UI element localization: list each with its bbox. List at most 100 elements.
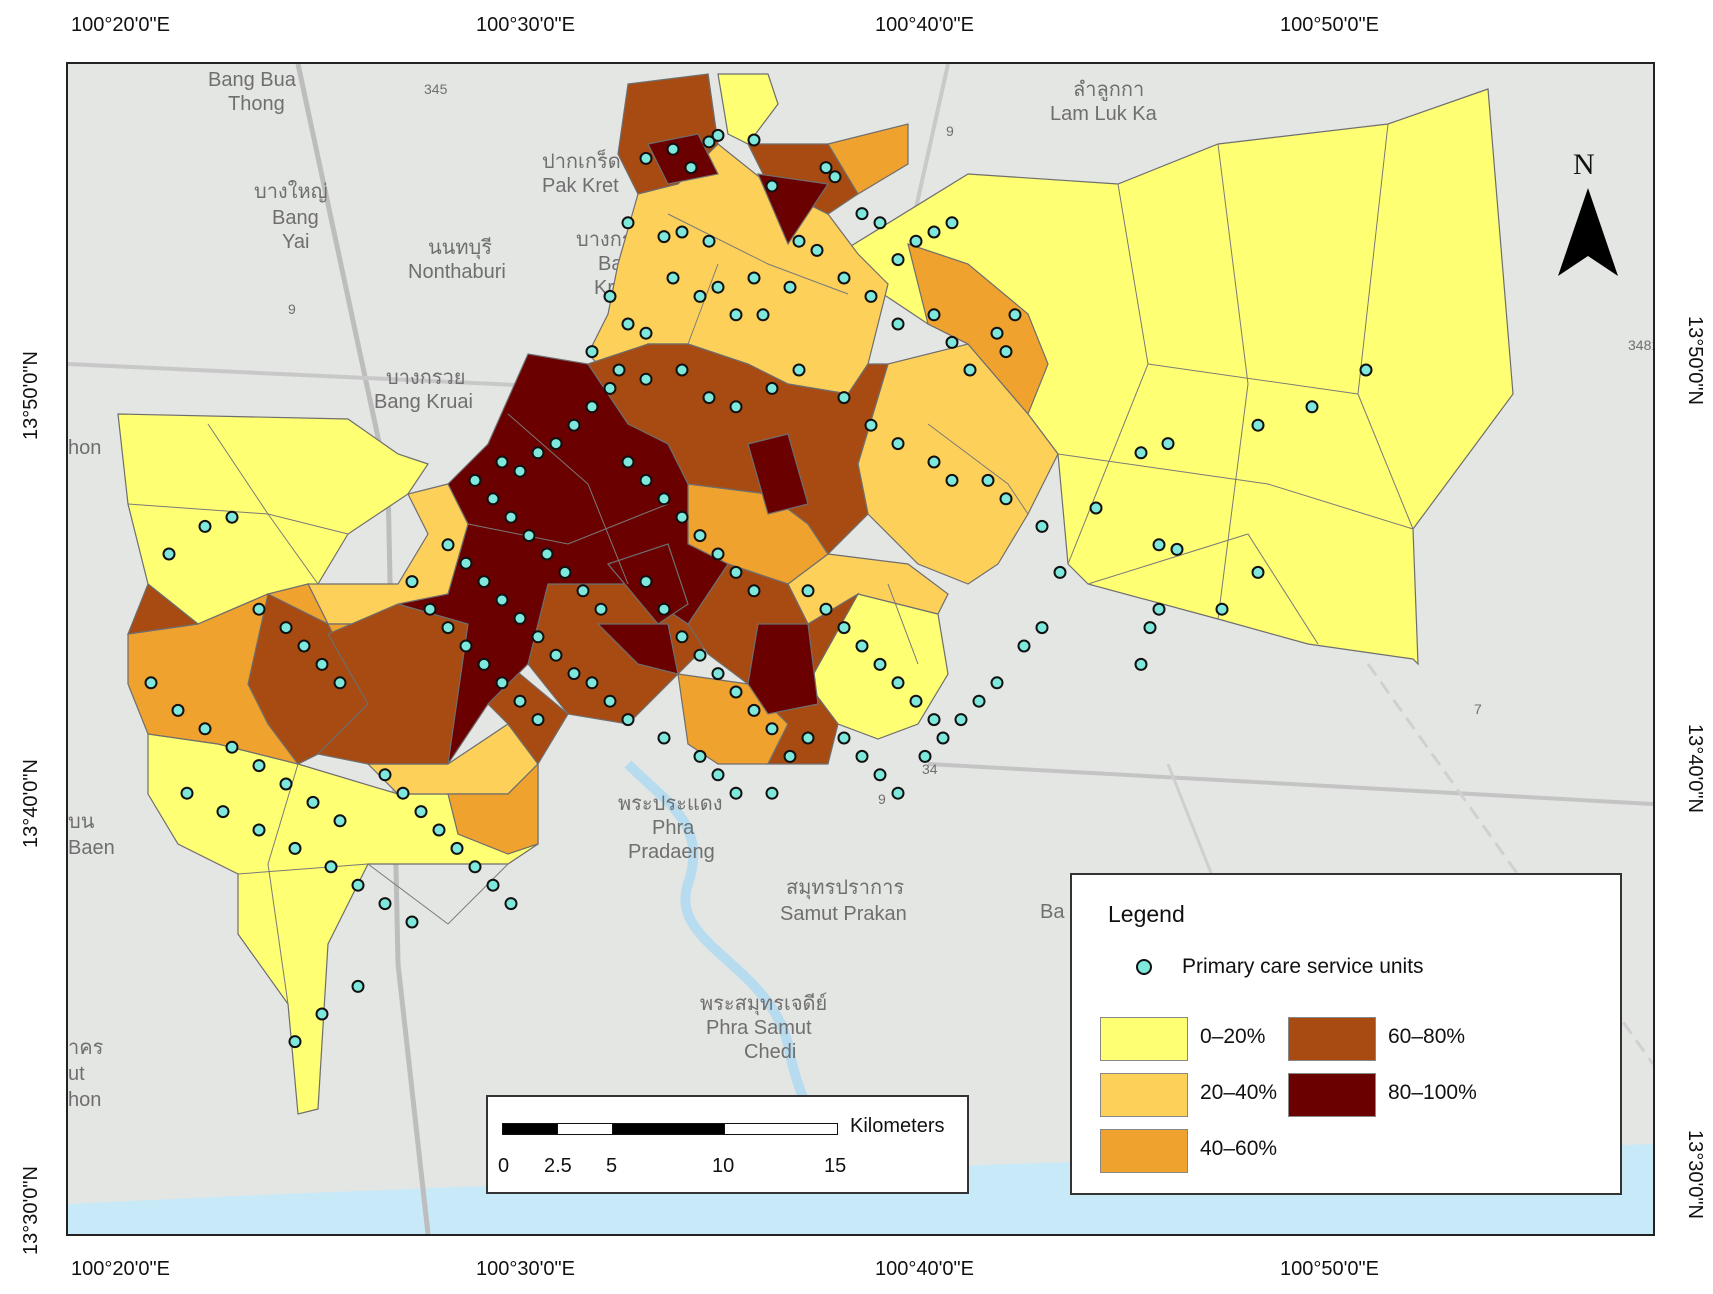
place-label: บางใหญ่ bbox=[254, 180, 328, 203]
service-unit-point bbox=[983, 475, 994, 486]
service-unit-point bbox=[488, 880, 499, 891]
service-unit-point bbox=[749, 135, 760, 146]
service-unit-point bbox=[713, 282, 724, 293]
service-unit-point bbox=[443, 539, 454, 550]
service-unit-point bbox=[578, 585, 589, 596]
service-unit-point bbox=[875, 769, 886, 780]
place-label: Chedi bbox=[744, 1041, 796, 1063]
service-unit-point bbox=[659, 733, 670, 744]
service-unit-point bbox=[659, 604, 670, 615]
service-unit-point bbox=[677, 365, 688, 376]
service-unit-point bbox=[587, 677, 598, 688]
service-unit-point bbox=[605, 696, 616, 707]
service-unit-point bbox=[200, 521, 211, 532]
service-unit-point bbox=[488, 493, 499, 504]
service-unit-point bbox=[434, 825, 445, 836]
service-unit-point bbox=[218, 806, 229, 817]
service-unit-point bbox=[749, 705, 760, 716]
legend-class-label: 60–80% bbox=[1388, 1025, 1465, 1049]
bottom-coord-2: 100°30'0"E bbox=[476, 1258, 575, 1281]
service-unit-point bbox=[623, 457, 634, 468]
right-coord-1: 13°50'0"N bbox=[1683, 316, 1706, 405]
service-unit-point bbox=[623, 714, 634, 725]
service-unit-point bbox=[335, 815, 346, 826]
service-unit-point bbox=[380, 898, 391, 909]
service-unit-point bbox=[506, 512, 517, 523]
service-unit-point bbox=[992, 677, 1003, 688]
place-label: พระประแดง bbox=[618, 793, 723, 815]
service-unit-point bbox=[623, 217, 634, 228]
service-unit-point bbox=[803, 733, 814, 744]
scale-bar: Kilometers 0 2.5 5 10 15 bbox=[486, 1095, 969, 1194]
service-unit-point bbox=[749, 273, 760, 284]
service-unit-point bbox=[1163, 438, 1174, 449]
service-unit-point bbox=[686, 162, 697, 173]
service-unit-point bbox=[515, 613, 526, 624]
place-label: ut bbox=[68, 1063, 85, 1085]
service-unit-point bbox=[353, 880, 364, 891]
service-unit-point bbox=[1154, 604, 1165, 615]
service-unit-point bbox=[605, 291, 616, 302]
left-coord-1: 13°50'0"N bbox=[20, 351, 43, 440]
top-coord-2: 100°30'0"E bbox=[476, 14, 575, 37]
service-unit-point bbox=[515, 696, 526, 707]
service-unit-point bbox=[587, 401, 598, 412]
service-unit-point bbox=[605, 383, 616, 394]
service-unit-point bbox=[506, 898, 517, 909]
place-label: Thong bbox=[228, 93, 285, 115]
service-unit-point bbox=[929, 309, 940, 320]
service-unit-point bbox=[731, 567, 742, 578]
bottom-coord-4: 100°50'0"E bbox=[1280, 1258, 1379, 1281]
service-unit-point bbox=[758, 309, 769, 320]
scale-tick: 15 bbox=[824, 1155, 846, 1178]
road-label: 345 bbox=[424, 81, 448, 97]
place-label: Pradaeng bbox=[628, 841, 715, 863]
service-unit-point bbox=[830, 171, 841, 182]
north-label: N bbox=[1573, 148, 1595, 182]
place-label: Pak Kret bbox=[542, 175, 619, 197]
service-unit-point bbox=[290, 843, 301, 854]
place-label: hon bbox=[68, 1089, 101, 1111]
place-label: Bang Bua bbox=[208, 69, 297, 91]
service-unit-point bbox=[614, 365, 625, 376]
service-unit-point bbox=[551, 438, 562, 449]
legend-class-label: 20–40% bbox=[1200, 1081, 1277, 1105]
service-unit-point bbox=[1172, 544, 1183, 555]
service-unit-point bbox=[893, 788, 904, 799]
service-unit-point bbox=[281, 622, 292, 633]
service-unit-point bbox=[695, 291, 706, 302]
place-label: Ba bbox=[1040, 901, 1065, 923]
north-arrow: N bbox=[1555, 148, 1621, 288]
service-unit-point bbox=[1307, 401, 1318, 412]
service-unit-point bbox=[794, 236, 805, 247]
service-unit-point bbox=[1001, 346, 1012, 357]
service-unit-point bbox=[641, 328, 652, 339]
service-unit-point bbox=[641, 153, 652, 164]
legend-title: Legend bbox=[1108, 901, 1185, 928]
service-unit-symbol-icon bbox=[1136, 959, 1152, 975]
service-unit-point bbox=[299, 641, 310, 652]
service-unit-point bbox=[290, 1036, 301, 1047]
service-unit-point bbox=[200, 723, 211, 734]
service-unit-point bbox=[641, 374, 652, 385]
place-label: าคร bbox=[68, 1037, 104, 1059]
service-unit-point bbox=[164, 549, 175, 560]
place-label: Nonthaburi bbox=[408, 261, 506, 283]
service-unit-point bbox=[731, 788, 742, 799]
service-unit-point bbox=[308, 797, 319, 808]
service-unit-point bbox=[929, 227, 940, 238]
service-unit-point bbox=[353, 981, 364, 992]
service-unit-point bbox=[947, 217, 958, 228]
service-unit-point bbox=[533, 447, 544, 458]
place-label: Baen bbox=[68, 837, 115, 859]
top-coord-1: 100°20'0"E bbox=[71, 14, 170, 37]
service-unit-point bbox=[1145, 622, 1156, 633]
service-unit-point bbox=[731, 687, 742, 698]
service-unit-point bbox=[677, 227, 688, 238]
service-unit-point bbox=[767, 181, 778, 192]
service-unit-point bbox=[956, 714, 967, 725]
road-label: 3481 bbox=[1628, 337, 1653, 353]
place-label: Bang Kruai bbox=[374, 391, 473, 413]
service-unit-point bbox=[407, 917, 418, 928]
service-unit-point bbox=[524, 530, 535, 541]
